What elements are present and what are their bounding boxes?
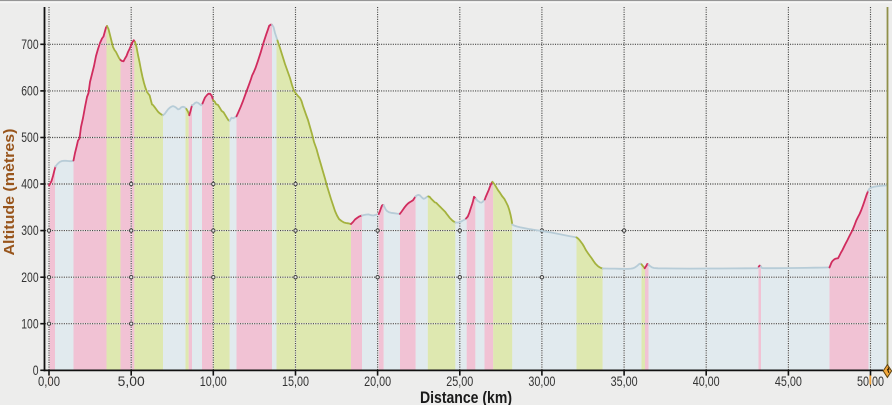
svg-text:40,00: 40,00 bbox=[693, 374, 720, 389]
svg-text:100: 100 bbox=[21, 316, 38, 331]
svg-text:35,00: 35,00 bbox=[611, 374, 638, 389]
svg-text:45,00: 45,00 bbox=[775, 374, 802, 389]
svg-text:15,00: 15,00 bbox=[282, 374, 309, 389]
svg-text:30,00: 30,00 bbox=[528, 374, 555, 389]
svg-text:0,00: 0,00 bbox=[38, 374, 60, 389]
svg-text:25,00: 25,00 bbox=[446, 374, 473, 389]
svg-text:500: 500 bbox=[21, 130, 38, 145]
svg-text:300: 300 bbox=[21, 223, 38, 238]
svg-text:700: 700 bbox=[21, 37, 38, 52]
svg-text:0: 0 bbox=[33, 363, 39, 378]
svg-text:5,00: 5,00 bbox=[118, 374, 145, 389]
svg-text:600: 600 bbox=[21, 84, 38, 99]
svg-text:10,00: 10,00 bbox=[200, 374, 227, 389]
svg-text:20,00: 20,00 bbox=[364, 374, 391, 389]
svg-text:Distance (km): Distance (km) bbox=[420, 389, 512, 405]
svg-text:50,00: 50,00 bbox=[857, 374, 884, 389]
svg-text:200: 200 bbox=[21, 270, 38, 285]
svg-text:Altitude (mètres): Altitude (mètres) bbox=[1, 129, 18, 256]
svg-text:400: 400 bbox=[21, 177, 38, 192]
